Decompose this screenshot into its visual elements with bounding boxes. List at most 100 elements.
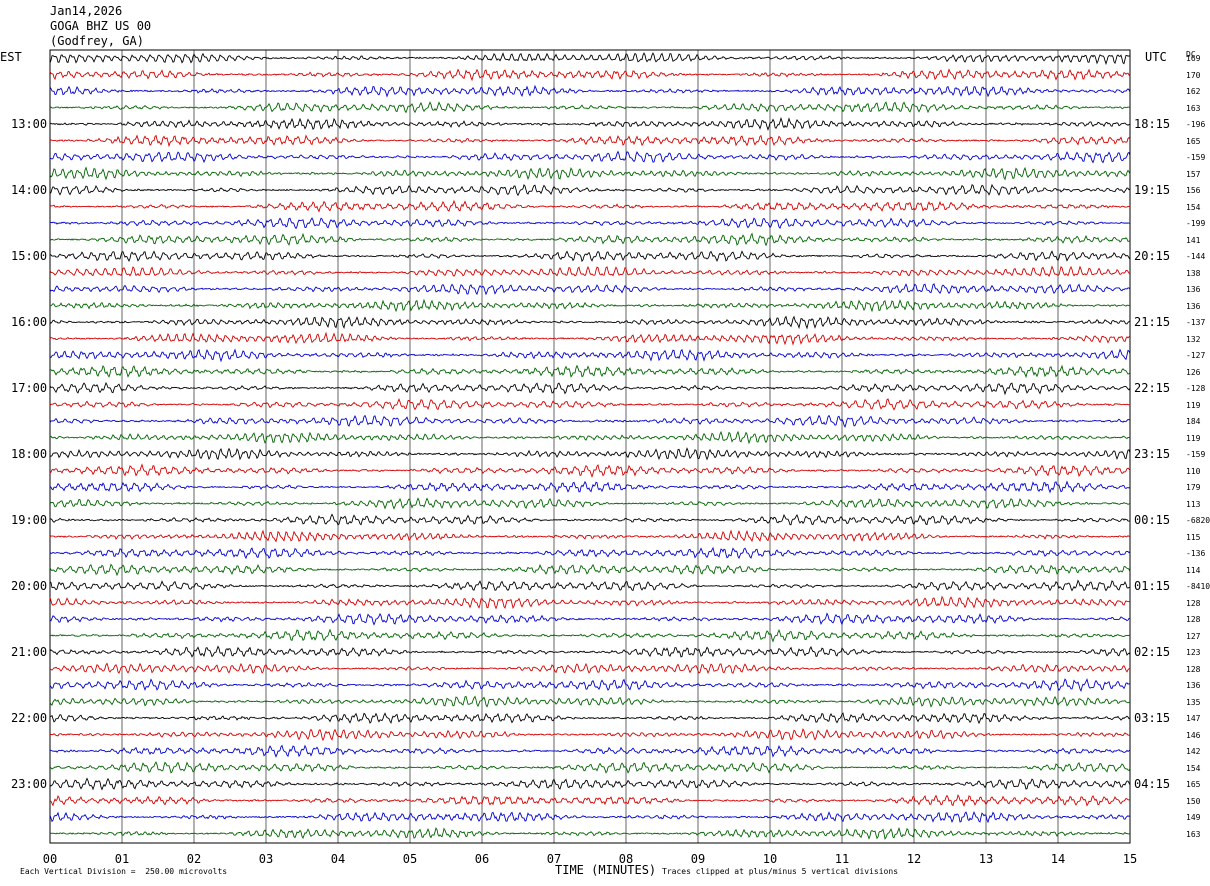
- x-tick-label: 02: [186, 852, 202, 866]
- x-tick-label: 13: [978, 852, 994, 866]
- seismic-trace: [49, 250, 1131, 263]
- seismic-trace: [49, 84, 1131, 98]
- seismic-trace: [49, 810, 1131, 824]
- right-hour-label: 22:15: [1134, 381, 1171, 395]
- x-tick-label: 00: [42, 852, 58, 866]
- dc-offset-label: 138: [1186, 268, 1201, 278]
- seismic-trace: [49, 695, 1131, 708]
- right-hour-label: 00:15: [1134, 513, 1171, 527]
- seismic-trace: [49, 331, 1131, 346]
- seismic-trace: [49, 364, 1131, 379]
- dc-offset-label: 128: [1186, 598, 1201, 608]
- left-hour-label: 18:00: [11, 447, 48, 461]
- left-hour-label: 15:00: [11, 249, 48, 263]
- dc-offset-label: 135: [1186, 697, 1201, 707]
- dc-offset-label: 113: [1186, 499, 1201, 509]
- x-tick-label: 09: [690, 852, 706, 866]
- dc-offset-label: 154: [1186, 763, 1201, 773]
- dc-offset-label: 110: [1186, 466, 1201, 476]
- right-hour-label: 21:15: [1134, 315, 1171, 329]
- right-hour-label: 04:15: [1134, 777, 1171, 791]
- dc-offset-label: 126: [1186, 367, 1201, 377]
- right-hour-label: 01:15: [1134, 579, 1171, 593]
- x-tick-label: 11: [834, 852, 850, 866]
- seismic-trace: [49, 761, 1131, 774]
- seismic-trace: [49, 463, 1131, 478]
- seismic-trace: [49, 563, 1131, 577]
- dc-offset-label: 128: [1186, 615, 1201, 624]
- dc-offset-label: -144: [1186, 252, 1206, 261]
- seismic-trace: [49, 662, 1131, 675]
- x-axis-title: TIME (MINUTES): [555, 863, 657, 877]
- seismic-trace: [49, 348, 1131, 363]
- left-hour-label: 22:00: [11, 711, 48, 725]
- seismic-trace: [49, 546, 1131, 560]
- plot-frame: [49, 49, 1131, 844]
- x-tick-label: 12: [906, 852, 922, 866]
- dc-offset-label: 156: [1186, 186, 1201, 195]
- seismic-trace: [49, 430, 1131, 445]
- dc-offset-label: 165: [1186, 780, 1201, 789]
- dc-offset-label: 119: [1186, 400, 1201, 410]
- right-hour-label: 03:15: [1134, 711, 1171, 725]
- seismic-trace: [49, 480, 1131, 494]
- dc-offset-label: 119: [1186, 433, 1201, 443]
- seismic-trace: [49, 150, 1131, 164]
- dc-offset-label: 184: [1186, 417, 1201, 426]
- seismic-trace: [49, 166, 1131, 181]
- dc-offset-label: 142: [1186, 747, 1201, 756]
- right-hour-label: 19:15: [1134, 183, 1171, 197]
- dc-offset-label: 127: [1186, 631, 1201, 641]
- left-timezone-label: EST: [0, 50, 22, 64]
- dc-offset-label: 136: [1186, 285, 1201, 294]
- dc-offset-label: -127: [1186, 351, 1206, 360]
- seismic-trace: [49, 529, 1131, 543]
- left-hour-label: 14:00: [11, 183, 48, 197]
- right-hour-label: 23:15: [1134, 447, 1171, 461]
- right-hour-label: 20:15: [1134, 249, 1171, 263]
- seismic-trace: [49, 414, 1131, 429]
- dc-offset-label: 163: [1186, 829, 1201, 839]
- seismic-trace: [49, 777, 1131, 791]
- left-hour-label: 20:00: [11, 579, 48, 593]
- dc-offset-label: -196: [1186, 120, 1206, 129]
- dc-offset-label: 136: [1186, 301, 1201, 311]
- x-tick-label: 14: [1050, 852, 1066, 866]
- left-hour-label: 16:00: [11, 315, 48, 329]
- dc-offset-label: 136: [1186, 681, 1201, 690]
- seismic-trace: [49, 265, 1131, 278]
- dc-offset-label: 114: [1186, 565, 1201, 575]
- x-tick-label: 08: [618, 852, 634, 866]
- seismic-trace: [49, 712, 1131, 725]
- seismic-trace: [49, 183, 1131, 197]
- dc-offset-label: -136: [1186, 549, 1206, 558]
- dc-offset-label: 157: [1186, 169, 1201, 179]
- dc-offset-label: 141: [1186, 235, 1201, 245]
- seismic-trace: [49, 232, 1131, 247]
- dc-offset-label: 165: [1186, 136, 1201, 146]
- header-station: GOGA BHZ US 00: [50, 19, 152, 33]
- header-date: Jan14,2026: [50, 4, 123, 18]
- right-timezone-label: UTC: [1145, 50, 1167, 64]
- seismic-trace: [49, 595, 1131, 610]
- left-hour-label: 13:00: [11, 117, 48, 131]
- seismic-trace: [49, 398, 1131, 411]
- seismic-trace: [49, 134, 1131, 148]
- seismic-trace: [49, 645, 1131, 658]
- x-tick-label: 01: [114, 852, 130, 866]
- dc-offset-label: 163: [1186, 103, 1201, 113]
- header-location: (Godfrey, GA): [50, 34, 144, 48]
- seismic-trace: [49, 199, 1131, 213]
- x-tick-label: 04: [330, 852, 346, 866]
- seismic-trace: [49, 116, 1131, 131]
- dc-offset-label: -199: [1186, 219, 1206, 228]
- seismic-trace: [49, 678, 1131, 693]
- x-tick-label: 05: [402, 852, 418, 866]
- dc-offset-label: 132: [1186, 334, 1201, 344]
- clip-footnote: Traces clipped at plus/minus 5 vertical …: [662, 867, 899, 876]
- dc-column-label: DC: [1186, 50, 1196, 59]
- seismic-trace: [49, 728, 1131, 742]
- seismic-trace: [49, 628, 1131, 643]
- dc-offset-label: -128: [1186, 384, 1206, 393]
